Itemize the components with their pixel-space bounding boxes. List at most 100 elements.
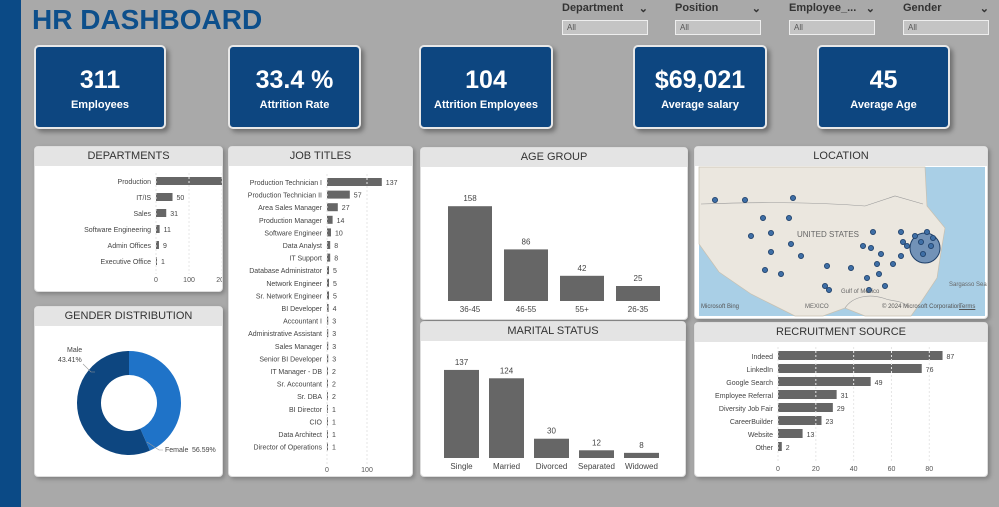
location-marker [899,239,906,246]
data-label: 1 [332,419,336,426]
slice-label: Female [165,447,188,454]
kpi-value: 45 [869,66,898,94]
bar [448,206,492,301]
bar [327,178,382,186]
location-marker [790,194,797,201]
filter-select[interactable]: All [903,20,989,35]
location-map[interactable] [695,166,988,319]
data-label: 3 [332,356,336,363]
kpi-average-salary: $69,021 Average salary [633,45,767,129]
bar [327,190,350,199]
kpi-employees: 311 Employees [34,45,166,129]
data-label: 8 [639,441,644,450]
data-label: 31 [170,211,178,218]
kpi-label: Attrition Employees [434,99,538,111]
map-terms-link[interactable]: Terms [959,304,976,310]
kpi-value: $69,021 [654,66,746,94]
location-marker [929,235,936,242]
category-label: Database Administrator [249,268,322,275]
category-label: Website [748,432,773,439]
kpi-label: Average salary [661,99,739,111]
category-label: Married [493,462,520,471]
data-label: 1 [332,445,336,452]
location-marker [927,243,934,250]
data-label: 9 [163,243,167,250]
category-label: Data Architect [278,432,322,439]
bar [444,369,479,458]
microsoft-bing-logo: Microsoft Bing [701,304,740,310]
category-label: Software Engineer [264,230,322,237]
category-label: Sales Manager [275,344,323,351]
category-label: IT Manager - DB [270,369,322,376]
bar [327,253,331,262]
tick-label: 0 [325,467,329,474]
data-label: 1 [161,259,165,266]
filter-employee[interactable]: Employee_... ⌄ All [789,2,875,35]
data-label: 2 [786,445,790,452]
card-title: JOB TITLES [229,147,412,166]
data-label: 124 [500,366,514,375]
data-label: 10 [335,230,343,237]
map-attribution: © 2024 Microsoft Corporation [882,304,961,310]
bar [327,417,328,426]
kpi-value: 104 [465,66,507,94]
recruitment-card: RECRUITMENT SOURCE Indeed 87 LinkedIn 76 Goo… [694,322,988,477]
tick-label: 0 [776,466,780,473]
card-title: LOCATION [695,147,987,166]
location-marker [768,249,775,256]
data-label: 31 [841,393,849,400]
bar [624,452,659,458]
departments-card: DEPARTMENTS Production209IT/IS50Sales31S… [34,146,223,292]
category-label: 55+ [575,305,589,314]
location-marker [869,229,876,236]
category-label: IT/IS [136,195,151,202]
location-marker [859,243,866,250]
card-title: MARITAL STATUS [421,322,685,341]
location-marker [911,233,918,240]
page-title: HR DASHBOARD [32,4,263,35]
category-label: Production Technician II [248,193,322,200]
category-label: Other [755,445,773,452]
location-marker [847,265,854,272]
marital-status-chart: 137 Single 124 Married 30 Divorced 12 Separated… [444,358,659,471]
map-label-us: UNITED STATES [797,230,859,239]
data-label: 5 [333,268,337,275]
card-title: RECRUITMENT SOURCE [695,323,987,342]
data-label: 30 [547,427,556,436]
bar [327,241,331,249]
filter-select[interactable]: All [789,20,875,35]
chevron-down-icon[interactable]: ⌄ [638,3,648,15]
filter-gender[interactable]: Gender ⌄ All [903,2,989,35]
bar [778,442,782,451]
card-title: GENDER DISTRIBUTION [35,307,222,326]
data-label: 1 [332,432,336,439]
tick-label: 60 [888,466,896,473]
location-marker [923,229,930,236]
chevron-down-icon[interactable]: ⌄ [865,3,875,15]
location-marker [823,263,830,270]
category-label: Executive Office [101,259,152,266]
tick-label: 20 [812,466,820,473]
category-label: LinkedIn [747,367,774,374]
location-marker [897,229,904,236]
gender-donut-chart: Male 43.41% Female 56.59% [58,347,216,455]
filter-select[interactable]: All [562,20,648,35]
data-label: 5 [333,281,337,288]
location-marker [917,239,924,246]
tick-label: 100 [183,277,195,284]
category-label: Sr. Accountant [277,382,322,389]
donut-slice-female [77,351,150,455]
kpi-value: 311 [79,66,121,94]
filter-select[interactable]: All [675,20,761,35]
filter-department[interactable]: Department ⌄ All [562,2,648,35]
chevron-down-icon[interactable]: ⌄ [979,3,989,15]
location-card: LOCATION UNITED STATES MEXICO Gulf of Me… [694,146,988,319]
category-label: Divorced [536,462,568,471]
leader-line [82,363,95,373]
chevron-down-icon[interactable]: ⌄ [751,3,761,15]
bar [504,249,548,301]
bar [156,225,160,233]
location-marker [778,271,785,278]
filter-position[interactable]: Position ⌄ All [675,2,761,35]
